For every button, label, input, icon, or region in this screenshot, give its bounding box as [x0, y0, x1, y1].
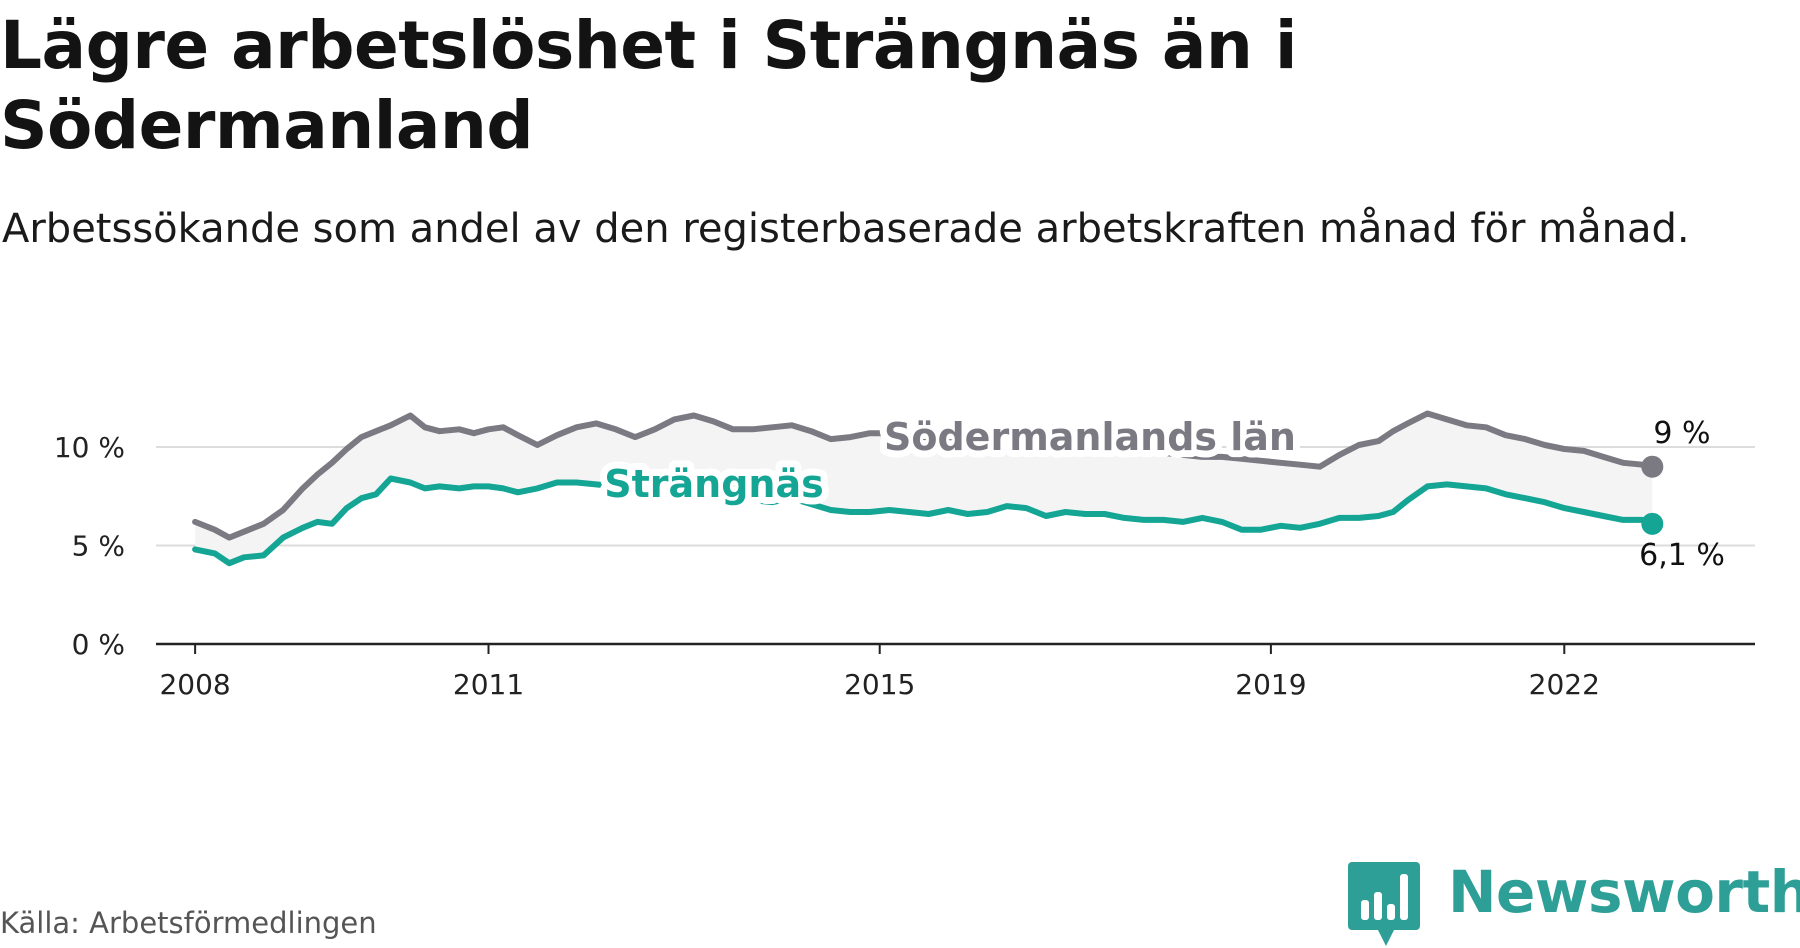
- x-tick-label: 2015: [844, 668, 915, 701]
- end-point-sodermanland: [1641, 455, 1664, 478]
- brand-logo: Newsworthy: [1346, 858, 1800, 948]
- line-chart: 0 % 5 % 10 % 2008 2011 2015 2019 2022 Södermanl…: [54, 408, 1755, 701]
- x-tick-label: 2008: [159, 668, 230, 701]
- x-tick-label: 2022: [1529, 668, 1600, 701]
- bar-chart-speech-bubble-icon: [1348, 862, 1420, 946]
- brand-name: Newsworthy: [1448, 858, 1800, 926]
- end-value-sodermanland: 9 %: [1653, 416, 1710, 451]
- axes: 0 % 5 % 10 % 2008 2011 2015 2019 2022: [54, 431, 1755, 701]
- y-tick-label: 0 %: [72, 628, 125, 661]
- series-lines: [192, 410, 1664, 567]
- series-label-strangnas: Strängnäs: [604, 462, 823, 506]
- series-labels: Södermanlands län Strängnäs 9 % 6,1 %: [597, 408, 1725, 573]
- page-title: Lägre arbetslöshet i Strängnäs än i Söde…: [0, 7, 1298, 164]
- x-tick-label: 2019: [1235, 668, 1306, 701]
- source-note: Källa: Arbetsförmedlingen: [0, 906, 377, 940]
- series-line-sodermanland: [192, 410, 1656, 541]
- y-tick-label: 10 %: [54, 431, 125, 464]
- end-value-strangnas: 6,1 %: [1639, 538, 1725, 573]
- y-tick-label: 5 %: [72, 530, 125, 563]
- chart-subtitle: Arbetssökande som andel av den registerb…: [2, 206, 1690, 252]
- end-point-strangnas: [1641, 512, 1664, 535]
- series-label-sodermanland: Södermanlands län: [884, 415, 1296, 459]
- series-line-strangnas: [192, 475, 1656, 567]
- x-tick-label: 2011: [453, 668, 524, 701]
